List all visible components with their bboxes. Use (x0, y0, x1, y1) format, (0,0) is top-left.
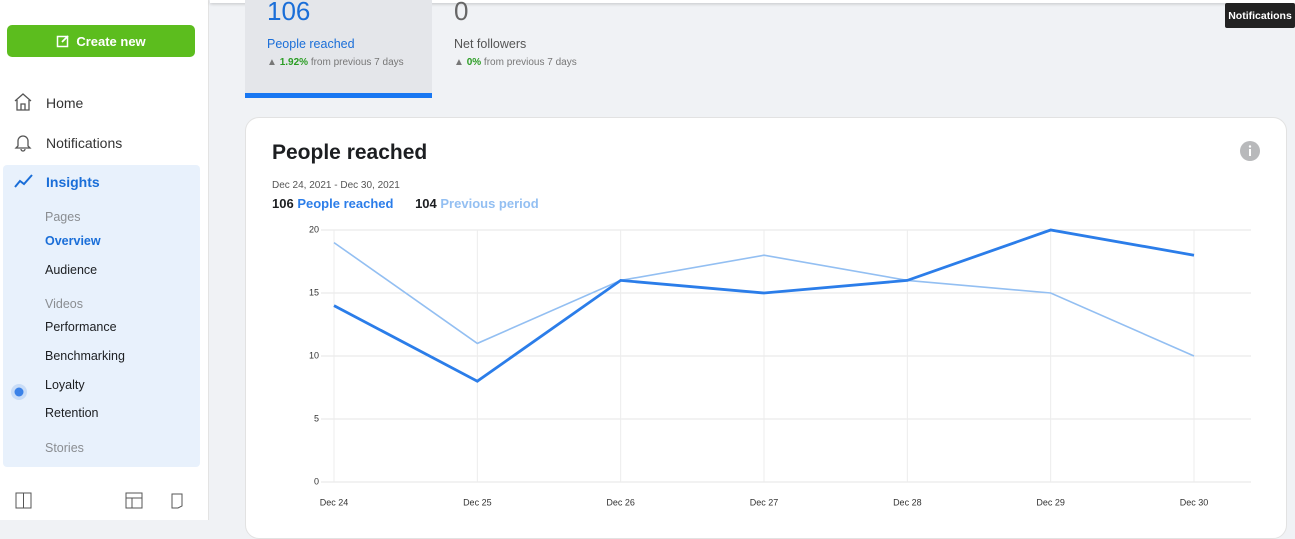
tab-change: ▲ 0% from previous 7 days (454, 57, 577, 68)
tab-value: 106 (267, 0, 311, 26)
insights-icon (14, 174, 33, 188)
nav-insights[interactable]: Insights (46, 174, 100, 190)
chart-title: People reached (272, 141, 428, 164)
x-tick-label: Dec 25 (463, 497, 492, 507)
x-tick-label: Dec 27 (750, 497, 779, 507)
tab[interactable]: 0 Net followers ▲ 0% from previous 7 day… (432, 0, 619, 98)
x-tick-label: Dec 29 (1036, 497, 1065, 507)
nav-item[interactable]: Retention (45, 406, 99, 420)
x-tick-label: Dec 28 (893, 497, 922, 507)
tab-selected[interactable]: 106 People reached ▲ 1.92% from previous… (245, 0, 432, 98)
tab-label: People reached (267, 37, 355, 51)
y-tick-label: 10 (309, 350, 319, 360)
change-value: 0% (466, 57, 482, 68)
x-tick-label: Dec 24 (320, 497, 349, 507)
nav-item[interactable]: Audience (45, 263, 98, 277)
nav-item[interactable]: Benchmarking (45, 349, 125, 363)
bell-icon (14, 135, 32, 152)
tab-change: ▲ 1.92% from previous 7 days (267, 57, 404, 68)
series-line (333, 241, 1195, 357)
section-title: Stories (45, 441, 84, 455)
create-label: Create new (76, 33, 146, 49)
y-tick-label: 5 (314, 413, 319, 423)
legend-total: 104 (415, 196, 437, 211)
series-line (333, 228, 1195, 383)
section-title: Videos (45, 297, 83, 311)
nav-item[interactable]: Overview (45, 234, 101, 248)
x-tick-label: Dec 26 (606, 497, 635, 507)
y-tick-label: 15 (309, 287, 319, 297)
tooltip: Notifications (1225, 3, 1295, 28)
tab-label: Net followers (454, 37, 527, 51)
sidebar: Create new Home Notifications Insights P… (0, 0, 209, 520)
legend-entry[interactable]: Previous period (440, 196, 539, 211)
section-title: Pages (45, 210, 81, 224)
footer-icons (15, 492, 183, 509)
chart-card: People reached Dec 24, 2021 - Dec 30, 20… (245, 117, 1287, 539)
nav-home[interactable]: Home (46, 95, 84, 111)
radio-dot (11, 384, 27, 400)
create-button[interactable]: Create new (7, 25, 195, 57)
x-tick-label: Dec 30 (1180, 497, 1209, 507)
change-note: from previous 7 days (483, 57, 577, 68)
date-range: Dec 24, 2021 - Dec 30, 2021 (272, 180, 400, 191)
info-icon[interactable] (1239, 140, 1261, 162)
tab-value: 0 (454, 0, 469, 26)
edit-icon (57, 35, 69, 48)
y-tick-label: 20 (309, 224, 319, 234)
home-icon (14, 93, 32, 111)
nav-notifications[interactable]: Notifications (46, 135, 123, 151)
legend: 106 People reached 104 Previous period (272, 196, 539, 211)
top-bar (210, 0, 1295, 3)
change-note: from previous 7 days (310, 57, 404, 68)
y-tick-label: 0 (314, 476, 319, 486)
nav-item[interactable]: Performance (45, 320, 117, 334)
insights-panel (3, 165, 200, 467)
chart: 0 5 10 15 20 Dec 24 Dec 25 Dec 26 Dec 27 Dec 28 De… (309, 224, 1251, 507)
change-value: 1.92% (279, 57, 309, 68)
nav-item[interactable]: Loyalty (45, 378, 85, 392)
legend-entry[interactable]: People reached (297, 196, 394, 211)
legend-total: 106 (272, 196, 294, 211)
